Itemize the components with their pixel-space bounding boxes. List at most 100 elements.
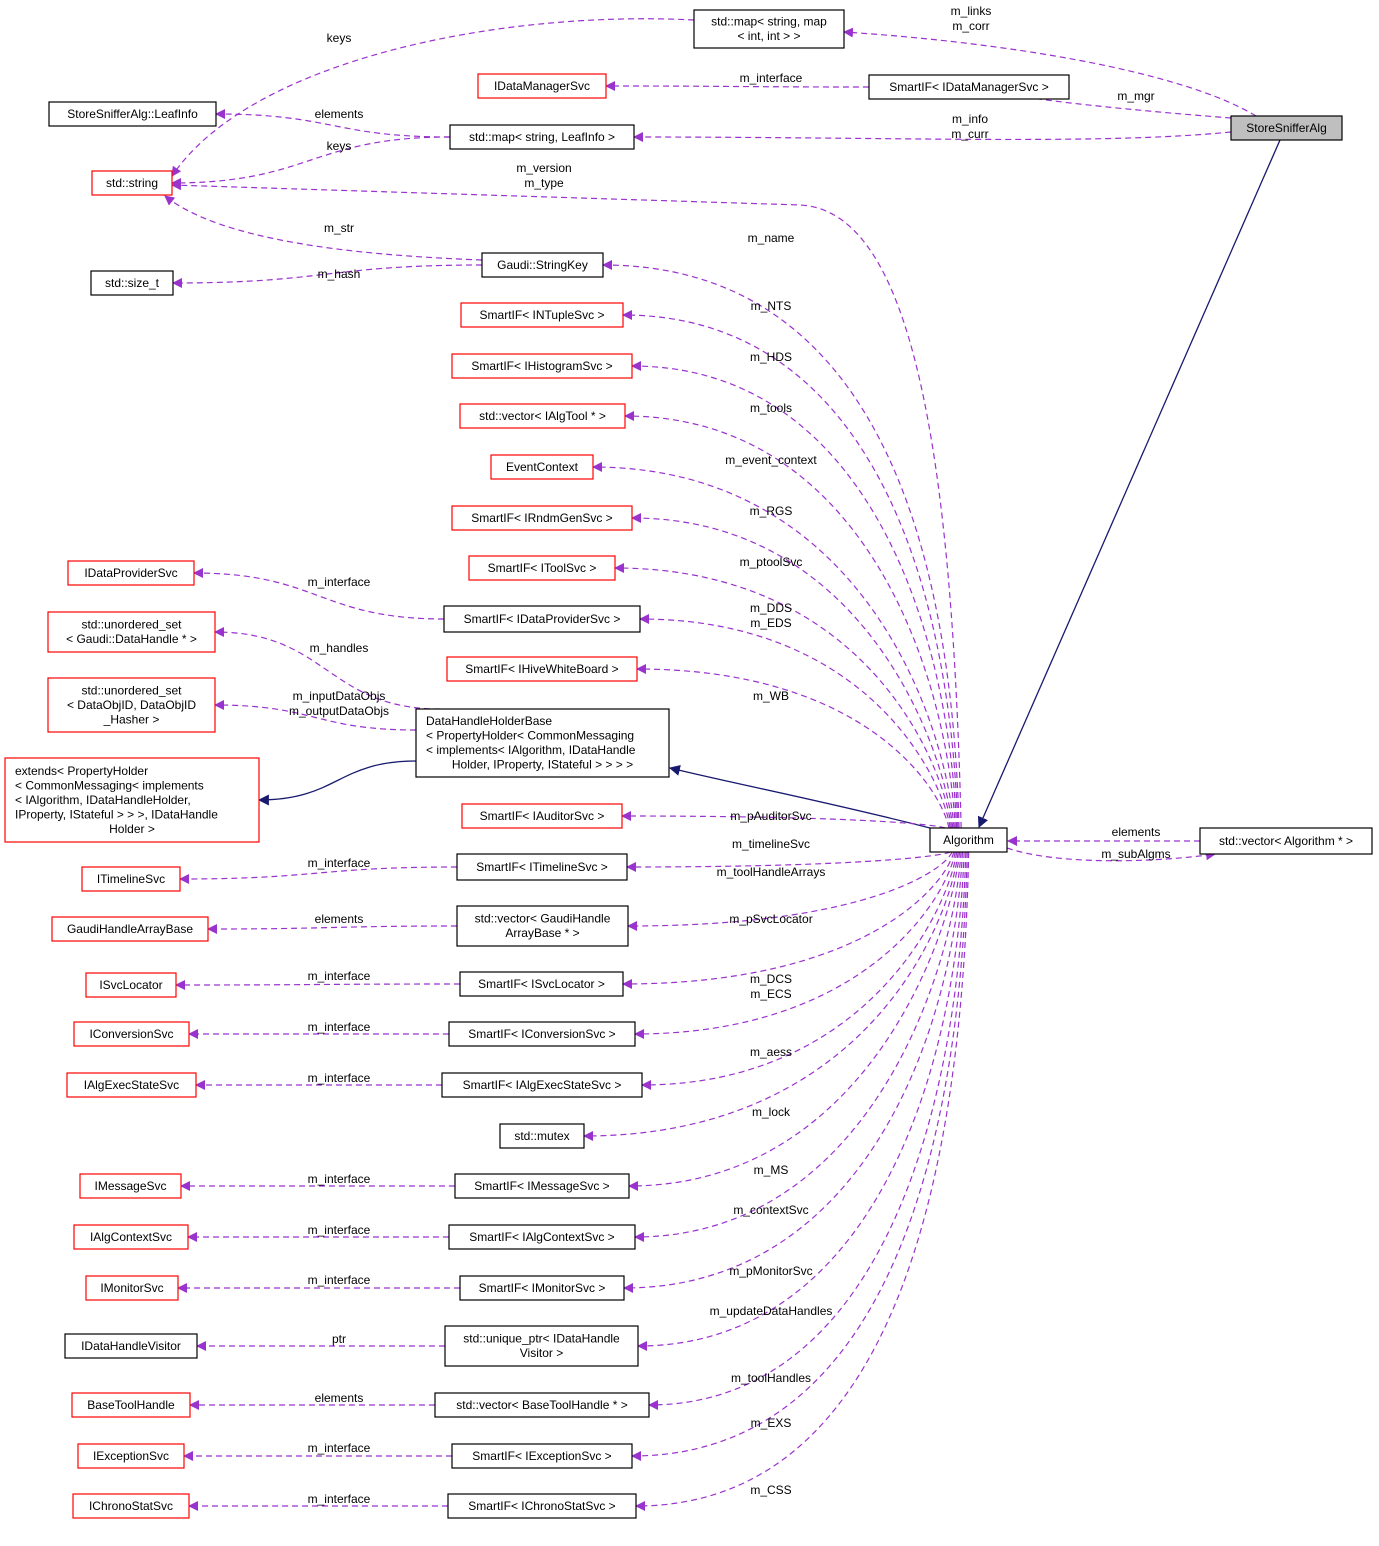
- edge-label: m_tools: [750, 401, 792, 415]
- class-node-dhhb[interactable]: DataHandleHolderBase< PropertyHolder< Co…: [415, 708, 670, 778]
- edge-label: m_outputDataObjs: [289, 704, 389, 718]
- class-node-ichrono[interactable]: IChronoStatSvc: [72, 1493, 190, 1519]
- node-box: [481, 252, 604, 278]
- edge-label: m_corr: [952, 19, 989, 33]
- class-node-map-leaf[interactable]: std::map< string, LeafInfo >: [449, 124, 635, 150]
- node-box: [477, 73, 607, 99]
- edge-label: m_hash: [318, 267, 361, 281]
- class-node-links-map[interactable]: std::map< string, map< int, int > >: [693, 9, 845, 49]
- usage-edge-algorithm-to-string: [171, 180, 962, 829]
- class-node-iconv[interactable]: IConversionSvc: [73, 1021, 190, 1047]
- node-box: [85, 1275, 179, 1301]
- edge-label: m_pSvcLocator: [729, 912, 812, 926]
- class-node-stringkey[interactable]: Gaudi::StringKey: [481, 252, 604, 278]
- node-label: IAlgContextSvc: [90, 1230, 172, 1244]
- class-node-gaudiharray[interactable]: GaudiHandleArrayBase: [51, 916, 209, 942]
- edge-label: m_ECS: [750, 987, 791, 1001]
- class-node-evctx[interactable]: EventContext: [490, 454, 594, 480]
- node-box: [451, 505, 633, 531]
- class-node-auditor[interactable]: SmartIF< IAuditorSvc >: [461, 803, 623, 829]
- edge-label: m_RGS: [750, 504, 793, 518]
- node-label: SmartIF< IAlgContextSvc >: [469, 1230, 614, 1244]
- node-box: [447, 1493, 637, 1519]
- class-node-ssa[interactable]: StoreSnifferAlg: [1230, 115, 1343, 141]
- class-node-smartif-actx[interactable]: SmartIF< IAlgContextSvc >: [448, 1224, 636, 1250]
- class-node-smartif-chrono[interactable]: SmartIF< IChronoStatSvc >: [447, 1493, 637, 1519]
- usage-edge-algorithm-to-hist: [631, 361, 958, 829]
- class-node-iactx[interactable]: IAlgContextSvc: [73, 1224, 189, 1250]
- node-label: IMessageSvc: [94, 1179, 166, 1193]
- class-node-iaes[interactable]: IAlgExecStateSvc: [66, 1072, 197, 1098]
- edge-label: m_type: [524, 176, 564, 190]
- class-node-hist[interactable]: SmartIF< IHistogramSvc >: [451, 353, 633, 379]
- node-label: SmartIF< IToolSvc >: [488, 561, 597, 575]
- node-box: [459, 971, 624, 997]
- node-label: IChronoStatSvc: [89, 1499, 173, 1513]
- node-box: [48, 101, 217, 127]
- class-node-smartif-svcloc[interactable]: SmartIF< ISvcLocator >: [459, 971, 624, 997]
- node-label: std::vector< GaudiHandle: [475, 912, 611, 926]
- edge-label: m_interface: [308, 856, 371, 870]
- class-node-smartif-exc[interactable]: SmartIF< IExceptionSvc >: [451, 1443, 633, 1469]
- node-box: [499, 1123, 585, 1149]
- class-node-imsg[interactable]: IMessageSvc: [79, 1173, 182, 1199]
- edge-label: elements: [315, 107, 364, 121]
- class-node-algorithm[interactable]: Algorithm: [929, 827, 1008, 853]
- node-label: IExceptionSvc: [93, 1449, 169, 1463]
- edge-label: m_info: [952, 112, 988, 126]
- class-node-toolsvc[interactable]: SmartIF< IToolSvc >: [468, 555, 616, 581]
- edge-label: m_name: [748, 231, 795, 245]
- node-label: < DataObjID, DataObjID: [67, 698, 196, 712]
- class-node-uset-handle[interactable]: std::unordered_set< Gaudi::DataHandle * …: [47, 611, 216, 653]
- node-label: Algorithm: [943, 833, 994, 847]
- class-node-ntuple[interactable]: SmartIF< INTupleSvc >: [460, 302, 624, 328]
- class-node-vec-btool[interactable]: std::vector< BaseToolHandle * >: [434, 1392, 650, 1418]
- usage-edge-dhhb-to-uset-obj: [214, 700, 417, 731]
- class-node-extends[interactable]: extends< PropertyHolder< CommonMessaging…: [4, 757, 260, 843]
- class-node-isvcloc[interactable]: ISvcLocator: [85, 972, 177, 998]
- node-box: [443, 605, 641, 633]
- class-node-smartif-idps[interactable]: SmartIF< IDataProviderSvc >: [443, 605, 641, 633]
- node-box: [456, 853, 628, 881]
- class-node-mutex[interactable]: std::mutex: [499, 1123, 585, 1149]
- class-node-hive[interactable]: SmartIF< IHiveWhiteBoard >: [446, 656, 638, 682]
- class-node-itimeline[interactable]: ITimelineSvc: [81, 866, 181, 892]
- class-node-uset-obj[interactable]: std::unordered_set< DataObjID, DataObjID…: [47, 677, 216, 733]
- class-node-idhv[interactable]: IDataHandleVisitor: [64, 1333, 198, 1359]
- node-box: [51, 916, 209, 942]
- class-node-idms[interactable]: IDataManagerSvc: [477, 73, 607, 99]
- edge-label: m_CSS: [750, 1483, 791, 1497]
- node-label: _Hasher >: [103, 712, 160, 726]
- class-node-smartif-timeline[interactable]: SmartIF< ITimelineSvc >: [456, 853, 628, 881]
- edge-label: m_interface: [308, 1071, 371, 1085]
- class-node-size-t[interactable]: std::size_t: [90, 270, 174, 296]
- usage-edge-algorithm-to-rndm: [631, 513, 954, 829]
- edge-label: ptr: [332, 1332, 346, 1346]
- class-node-btool[interactable]: BaseToolHandle: [71, 1392, 191, 1418]
- node-label: SmartIF< IConversionSvc >: [468, 1027, 615, 1041]
- class-node-uptr[interactable]: std::unique_ptr< IDataHandleVisitor >: [444, 1325, 639, 1367]
- class-node-vec-gha[interactable]: std::vector< GaudiHandleArrayBase * >: [456, 905, 629, 947]
- class-node-tools[interactable]: std::vector< IAlgTool * >: [459, 403, 626, 429]
- class-node-smartif-conv[interactable]: SmartIF< IConversionSvc >: [448, 1021, 636, 1047]
- class-node-smartif-aes[interactable]: SmartIF< IAlgExecStateSvc >: [441, 1072, 643, 1098]
- class-node-imon[interactable]: IMonitorSvc: [85, 1275, 179, 1301]
- class-node-idps[interactable]: IDataProviderSvc: [67, 560, 195, 586]
- class-node-smartif-idms[interactable]: SmartIF< IDataManagerSvc >: [868, 74, 1070, 100]
- class-node-smartif-msg[interactable]: SmartIF< IMessageSvc >: [454, 1173, 630, 1199]
- class-node-iexc[interactable]: IExceptionSvc: [77, 1443, 185, 1469]
- usage-edge-smartif-svcloc-to-isvcloc: [175, 979, 461, 990]
- edge-label: m_interface: [308, 1273, 371, 1287]
- class-node-rndm[interactable]: SmartIF< IRndmGenSvc >: [451, 505, 633, 531]
- class-node-leafinfo[interactable]: StoreSnifferAlg::LeafInfo: [48, 101, 217, 127]
- node-box: [449, 124, 635, 150]
- edge-label: m_pAuditorSvc: [730, 809, 811, 823]
- class-node-smartif-mon[interactable]: SmartIF< IMonitorSvc >: [459, 1275, 625, 1301]
- class-node-string[interactable]: std::string: [91, 170, 173, 196]
- class-node-vec-alg[interactable]: std::vector< Algorithm * >: [1199, 827, 1373, 855]
- node-label: BaseToolHandle: [87, 1398, 175, 1412]
- edge-label: m_interface: [308, 969, 371, 983]
- node-label: SmartIF< IMonitorSvc >: [479, 1281, 606, 1295]
- edge-label: m_curr: [951, 127, 988, 141]
